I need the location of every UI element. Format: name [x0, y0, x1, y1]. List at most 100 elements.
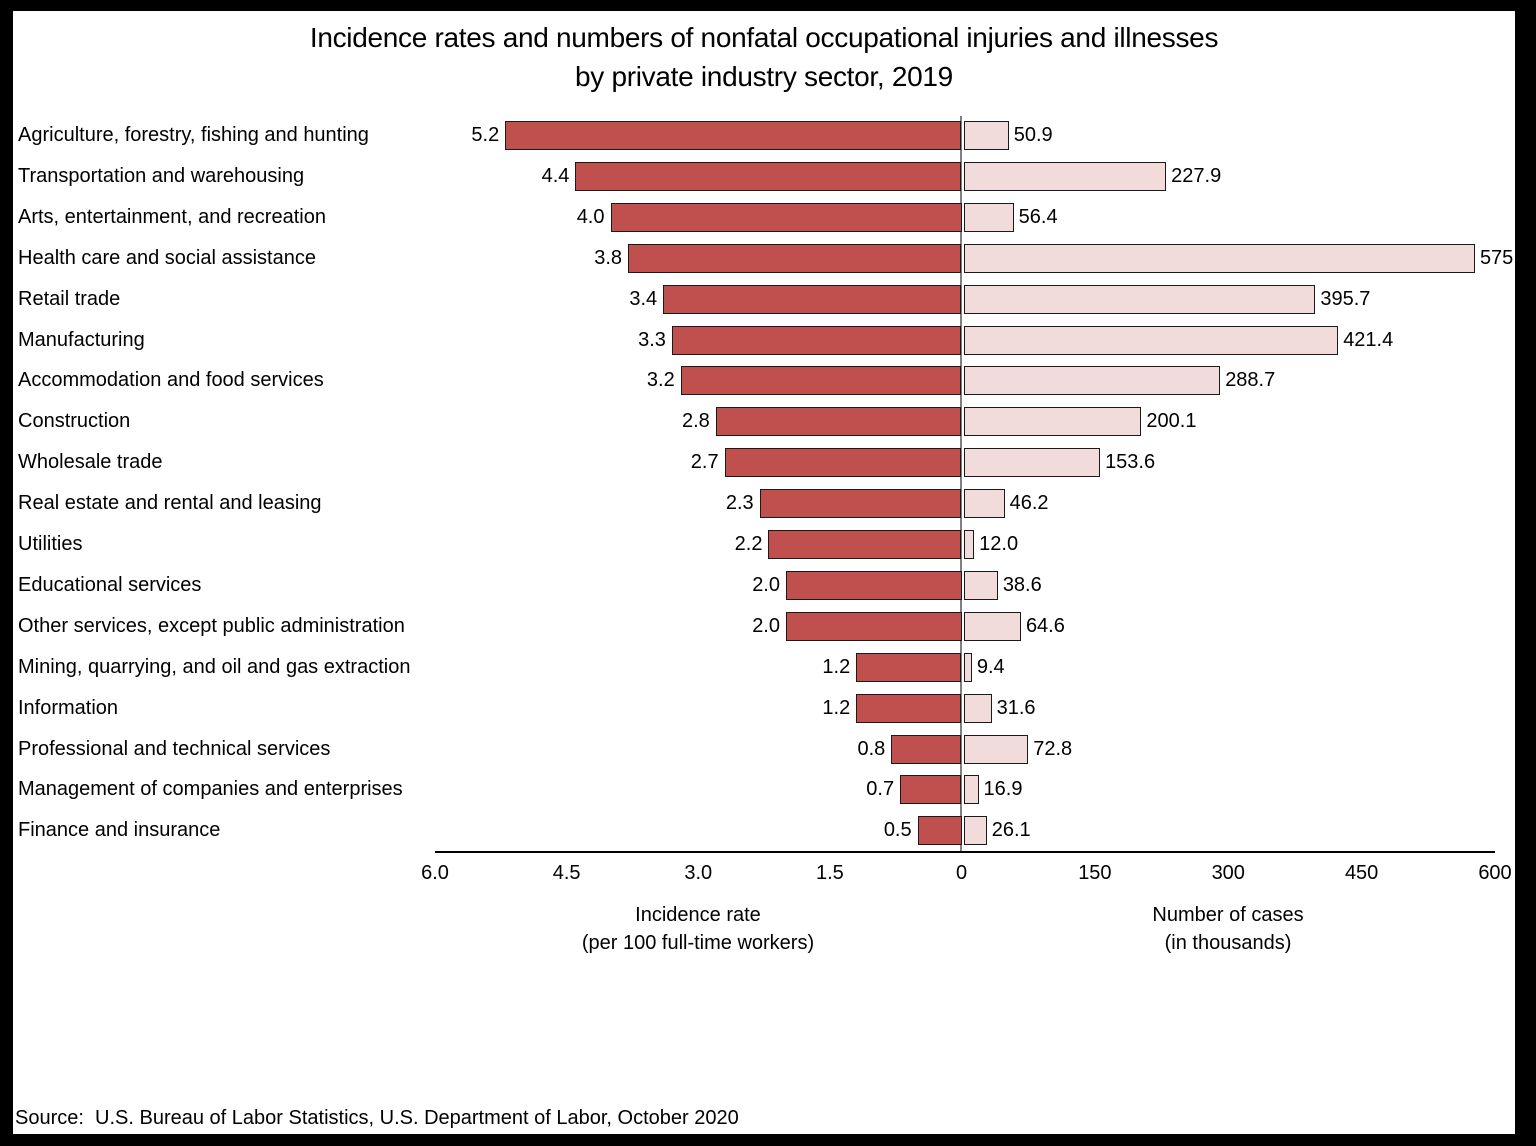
- cases-bar: [963, 734, 1029, 764]
- incidence-rate-bar: [856, 652, 962, 682]
- cases-value-label: 9.4: [976, 655, 1005, 678]
- cases-value-label: 46.2: [1009, 492, 1049, 515]
- incidence-rate-bar: [891, 734, 962, 764]
- category-label: Mining, quarrying, and oil and gas extra…: [18, 655, 411, 678]
- category-label: Health care and social assistance: [18, 246, 316, 269]
- cases-bar: [963, 407, 1142, 437]
- chart-canvas: Incidence rates and numbers of nonfatal …: [13, 11, 1515, 1134]
- incidence-rate-value-label: 2.7: [690, 451, 719, 474]
- cases-value-label: 16.9: [983, 778, 1023, 801]
- incidence-rate-bar: [759, 489, 962, 519]
- cases-bar: [963, 693, 992, 723]
- category-label: Arts, entertainment, and recreation: [18, 205, 326, 228]
- incidence-rate-value-label: 2.0: [752, 614, 780, 637]
- incidence-rate-value-label: 5.2: [471, 124, 500, 146]
- right-axis-title-line1: Number of cases: [1152, 904, 1304, 926]
- cases-value-label: 26.1: [991, 819, 1031, 842]
- category-label: Manufacturing: [18, 328, 145, 351]
- incidence-rate-value-label: 2.0: [752, 573, 780, 596]
- chart-title-line1: Incidence rates and numbers of nonfatal …: [309, 22, 1219, 53]
- x-tick-label: 150: [1078, 862, 1112, 884]
- cases-bar: [963, 816, 987, 846]
- cases-bar: [963, 570, 998, 600]
- incidence-rate-bar: [917, 816, 962, 846]
- cases-bar: [963, 202, 1014, 232]
- cases-value-label: 421.4: [1343, 328, 1394, 351]
- incidence-rate-value-label: 2.8: [682, 410, 710, 433]
- x-tick-label: 3.0: [684, 862, 713, 884]
- category-label: Retail trade: [18, 287, 121, 310]
- cases-bar: [963, 489, 1005, 519]
- x-tick-label: 450: [1344, 862, 1379, 884]
- x-tick-label: 0: [955, 862, 968, 884]
- incidence-rate-bar: [663, 284, 962, 314]
- x-tick-label: 6.0: [421, 862, 449, 884]
- incidence-rate-value-label: 2.3: [725, 492, 754, 515]
- incidence-rate-bar: [575, 161, 962, 191]
- incidence-rate-bar: [680, 366, 962, 396]
- cases-bar: [963, 325, 1339, 355]
- incidence-rate-bar: [786, 611, 962, 641]
- cases-bar: [963, 161, 1167, 191]
- left-axis-title-line2: (per 100 full-time workers): [581, 932, 815, 954]
- incidence-rate-bar: [856, 693, 962, 723]
- incidence-rate-value-label: 4.0: [576, 205, 605, 228]
- incidence-rate-bar: [900, 775, 962, 805]
- zero-baseline: [959, 116, 962, 852]
- incidence-rate-bar: [715, 407, 962, 437]
- incidence-rate-bar: [786, 570, 962, 600]
- right-axis-title: Number of cases (in thousands): [1018, 901, 1438, 957]
- incidence-rate-bar: [724, 448, 962, 478]
- category-label: Accommodation and food services: [18, 369, 324, 392]
- incidence-rate-value-label: 0.5: [883, 819, 912, 842]
- incidence-rate-bar: [610, 202, 962, 232]
- cases-value-label: 72.8: [1033, 737, 1073, 760]
- chart-title-line2: by private industry sector, 2019: [575, 61, 953, 92]
- cases-value-label: 288.7: [1225, 369, 1276, 392]
- left-axis-title: Incidence rate (per 100 full-time worker…: [488, 901, 908, 957]
- cases-bar: [963, 284, 1316, 314]
- right-axis-title-line2: (in thousands): [1164, 932, 1292, 954]
- category-label: Professional and technical services: [18, 737, 331, 760]
- incidence-rate-bar: [671, 325, 962, 355]
- incidence-rate-value-label: 3.4: [629, 287, 658, 310]
- source-note: Source: U.S. Bureau of Labor Statistics,…: [15, 1107, 739, 1129]
- incidence-rate-value-label: 4.4: [541, 164, 570, 187]
- x-tick-label: 600: [1478, 862, 1512, 884]
- category-label: Wholesale trade: [18, 451, 163, 474]
- cases-value-label: 56.4: [1018, 205, 1058, 228]
- category-label: Transportation and warehousing: [18, 164, 305, 187]
- cases-bar: [963, 121, 1009, 150]
- cases-value-label: 31.6: [996, 696, 1036, 719]
- cases-bar: [963, 243, 1475, 273]
- category-label: Real estate and rental and leasing: [18, 492, 322, 515]
- cases-bar: [963, 366, 1221, 396]
- cases-bar: [963, 530, 975, 559]
- incidence-rate-bar: [505, 121, 962, 150]
- cases-value-label: 395.7: [1320, 287, 1371, 310]
- incidence-rate-bar: [768, 530, 962, 559]
- incidence-rate-value-label: 0.8: [857, 737, 886, 760]
- x-tick-label: 4.5: [552, 862, 581, 884]
- cases-value-label: 575.2: [1479, 246, 1515, 269]
- cases-value-label: 64.6: [1025, 614, 1065, 637]
- category-label: Agriculture, forestry, fishing and hunti…: [18, 124, 369, 146]
- plot-area: Agriculture, forestry, fishing and hunti…: [13, 11, 1515, 1134]
- category-label: Educational services: [18, 573, 202, 596]
- category-label: Construction: [18, 410, 131, 433]
- incidence-rate-bar: [628, 243, 962, 273]
- category-label: Information: [18, 696, 119, 719]
- cases-bar: [963, 611, 1021, 641]
- cases-value-label: 38.6: [1002, 573, 1042, 596]
- category-label: Other services, except public administra…: [18, 614, 405, 637]
- category-label: Finance and insurance: [18, 819, 221, 842]
- x-tick-label: 300: [1211, 862, 1245, 884]
- cases-bar: [963, 448, 1101, 478]
- cases-value-label: 12.0: [979, 533, 1019, 555]
- incidence-rate-value-label: 1.2: [822, 696, 851, 719]
- category-label: Management of companies and enterprises: [18, 778, 403, 801]
- cases-bar: [963, 652, 972, 682]
- x-axis-line: [435, 851, 1495, 853]
- incidence-rate-value-label: 0.7: [866, 778, 895, 801]
